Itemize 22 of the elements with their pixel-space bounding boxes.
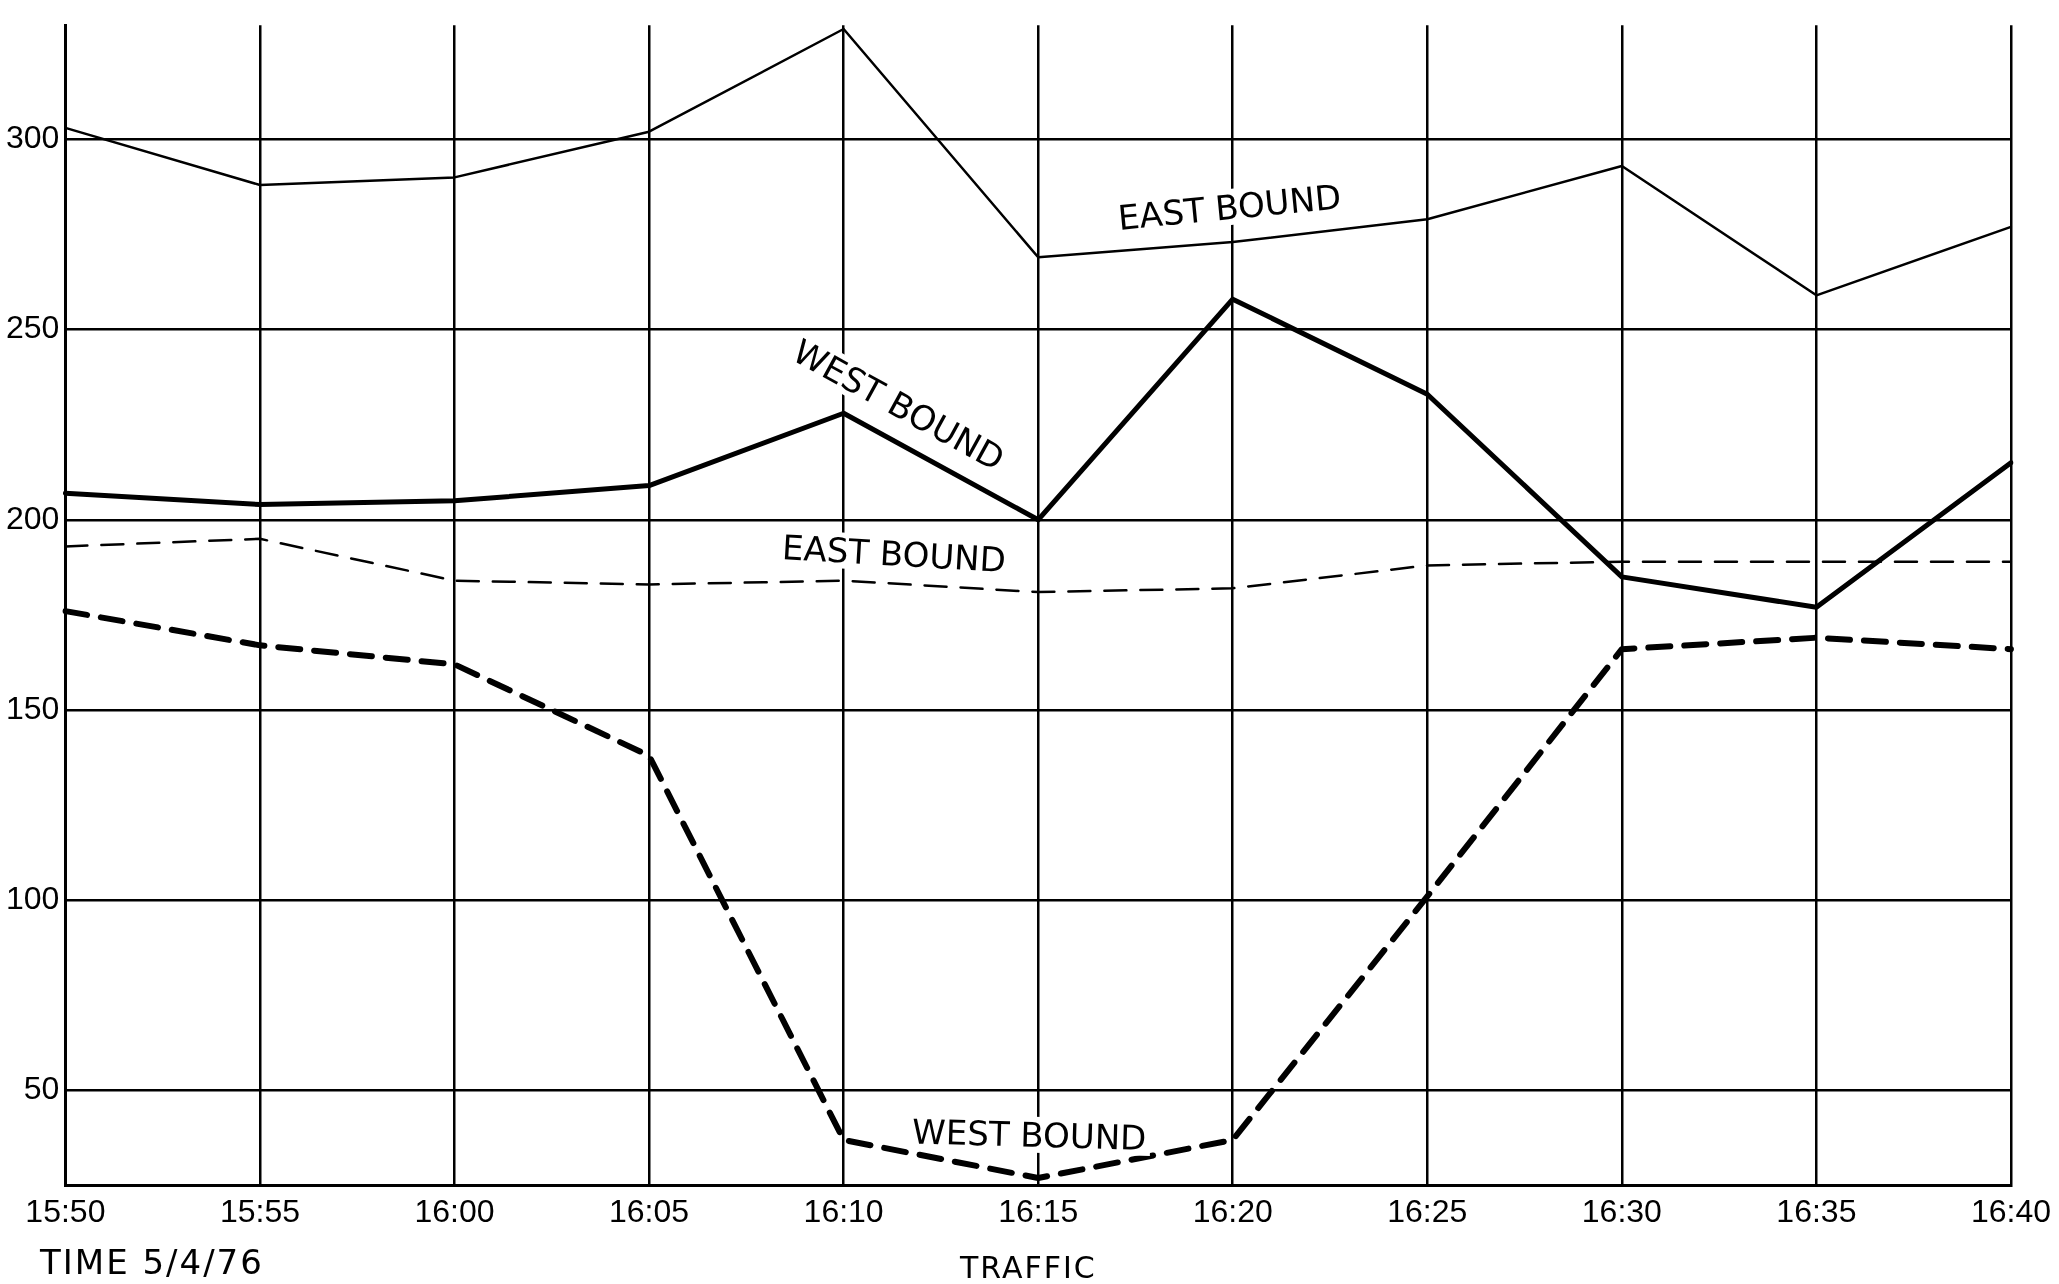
series-label: EAST BOUND (781, 527, 1007, 581)
x-axis-title: TIME 5/4/76 (40, 1242, 264, 1282)
x-tick-label: 15:55 (219, 1192, 300, 1229)
y-tick-label: 300 (6, 119, 60, 156)
x-tick-label: 16:20 (1192, 1192, 1273, 1229)
x-tick-label: 16:30 (1581, 1192, 1662, 1229)
series-label: WEST BOUND (911, 1111, 1147, 1158)
x-tick-label: 16:05 (609, 1192, 690, 1229)
x-tick-label: 16:35 (1776, 1192, 1857, 1229)
y-tick-label: 150 (6, 689, 60, 726)
y-tick-label: 100 (6, 880, 60, 917)
x-tick-label: 16:10 (803, 1192, 884, 1229)
x-tick-label: 16:40 (1970, 1192, 2051, 1229)
text: TRAFFIC (960, 1250, 1097, 1284)
x-tick-label: 16:25 (1387, 1192, 1468, 1229)
x-tick-label: 16:00 (414, 1192, 495, 1229)
text: EAST BOUND (1116, 176, 1343, 238)
x-tick-label: 15:50 (25, 1192, 106, 1229)
y-tick-label: 50 (23, 1070, 60, 1107)
y-tick-label: 250 (6, 309, 60, 346)
x-tick-label: 16:15 (998, 1192, 1079, 1229)
y-tick-label: 200 (6, 499, 60, 536)
